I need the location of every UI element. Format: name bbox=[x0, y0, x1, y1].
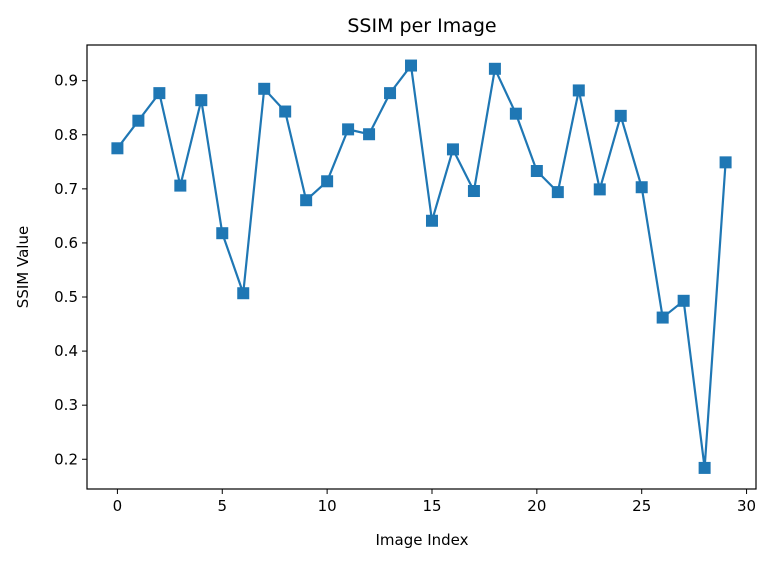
data-point-marker bbox=[509, 107, 522, 120]
data-point-marker bbox=[342, 123, 355, 136]
x-tick-label: 0 bbox=[113, 497, 123, 515]
x-axis-label: Image Index bbox=[375, 531, 468, 549]
y-tick-label: 0.6 bbox=[54, 234, 78, 252]
data-point-marker bbox=[551, 186, 564, 199]
x-tick-label: 30 bbox=[737, 497, 756, 515]
x-tick-label: 20 bbox=[527, 497, 546, 515]
data-point-marker bbox=[195, 94, 208, 107]
y-tick-label: 0.2 bbox=[54, 450, 78, 468]
y-tick-label: 0.7 bbox=[54, 180, 78, 198]
data-point-marker bbox=[111, 142, 124, 155]
data-point-marker bbox=[216, 227, 229, 240]
y-tick-label: 0.3 bbox=[54, 396, 78, 414]
data-point-marker bbox=[258, 82, 271, 95]
y-axis-ticks: 0.2 0.3 0.4 0.5 0.6 0.7 0.8 0.9 bbox=[54, 72, 87, 468]
data-point-marker bbox=[363, 128, 376, 141]
x-tick-label: 15 bbox=[422, 497, 441, 515]
data-point-marker bbox=[488, 62, 501, 75]
chart-title: SSIM per Image bbox=[347, 15, 496, 37]
x-tick-label: 25 bbox=[632, 497, 651, 515]
data-point-marker bbox=[279, 105, 292, 118]
y-tick-label: 0.4 bbox=[54, 342, 78, 360]
axes-frame bbox=[86, 44, 757, 490]
x-tick-label: 10 bbox=[318, 497, 337, 515]
y-axis-label: SSIM Value bbox=[14, 226, 32, 308]
data-point-marker bbox=[698, 461, 711, 474]
y-tick-label: 0.8 bbox=[54, 126, 78, 144]
data-point-marker bbox=[446, 143, 459, 156]
data-point-marker bbox=[614, 109, 627, 122]
data-point-marker bbox=[425, 214, 438, 227]
data-point-marker bbox=[572, 84, 585, 97]
data-point-marker bbox=[656, 311, 669, 324]
plot-area bbox=[111, 59, 732, 474]
data-point-marker bbox=[593, 183, 606, 196]
data-point-marker bbox=[530, 165, 543, 178]
y-tick-label: 0.9 bbox=[54, 72, 78, 90]
series-line bbox=[116, 64, 727, 470]
x-axis-ticks: 0 5 10 15 20 25 30 bbox=[113, 489, 756, 515]
data-point-marker bbox=[132, 114, 145, 127]
data-point-marker bbox=[321, 175, 334, 188]
x-tick-label: 5 bbox=[217, 497, 227, 515]
data-point-marker bbox=[405, 59, 418, 72]
data-point-marker bbox=[635, 181, 648, 194]
data-point-marker bbox=[153, 87, 166, 100]
data-point-marker bbox=[467, 185, 480, 198]
y-tick-label: 0.5 bbox=[54, 288, 78, 306]
data-point-marker bbox=[174, 179, 187, 192]
data-point-marker bbox=[384, 87, 397, 100]
data-point-marker bbox=[237, 287, 250, 300]
data-point-marker bbox=[677, 294, 690, 307]
data-point-marker bbox=[300, 194, 313, 207]
data-point-marker bbox=[719, 156, 732, 169]
